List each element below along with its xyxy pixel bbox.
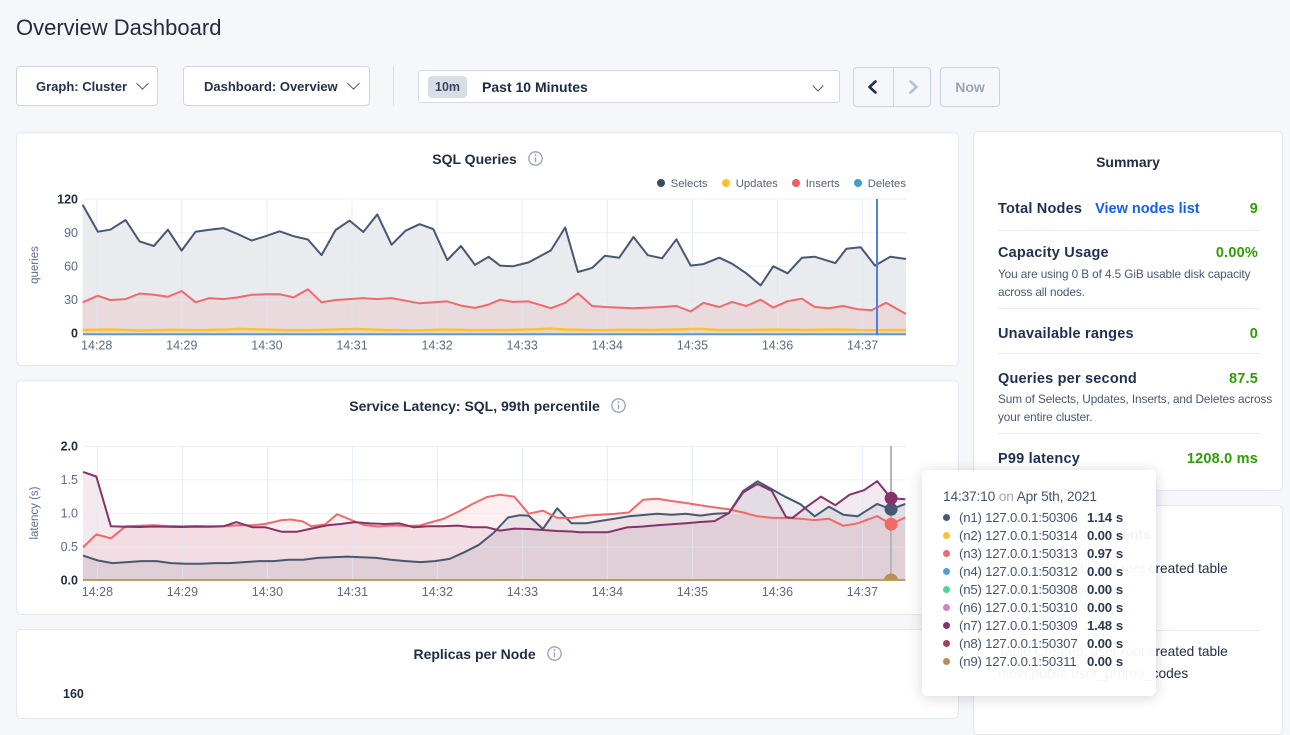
svg-text:14:37: 14:37 [847, 585, 878, 599]
svg-text:14:32: 14:32 [422, 585, 453, 599]
svg-text:60: 60 [64, 259, 78, 273]
svg-text:14:32: 14:32 [421, 339, 452, 353]
svg-text:14:31: 14:31 [336, 339, 367, 353]
svg-text:0.5: 0.5 [61, 540, 78, 554]
svg-text:14:36: 14:36 [762, 585, 793, 599]
svg-text:14:28: 14:28 [81, 339, 112, 353]
svg-text:14:34: 14:34 [592, 339, 623, 353]
svg-text:14:30: 14:30 [252, 585, 283, 599]
svg-text:14:35: 14:35 [677, 339, 708, 353]
svg-text:14:29: 14:29 [166, 339, 197, 353]
svg-text:14:34: 14:34 [592, 585, 623, 599]
svg-text:2.0: 2.0 [61, 440, 78, 454]
svg-text:14:29: 14:29 [167, 585, 198, 599]
svg-text:14:37: 14:37 [847, 339, 878, 353]
svg-text:0.0: 0.0 [61, 574, 78, 588]
svg-text:latency (s): latency (s) [29, 486, 41, 539]
svg-text:queries: queries [29, 246, 41, 284]
svg-text:1.5: 1.5 [61, 473, 78, 487]
svg-text:120: 120 [57, 193, 78, 207]
svg-text:14:35: 14:35 [677, 585, 708, 599]
svg-text:14:36: 14:36 [762, 339, 793, 353]
svg-text:0: 0 [71, 327, 78, 341]
svg-text:1.0: 1.0 [61, 507, 78, 521]
svg-text:14:33: 14:33 [507, 585, 538, 599]
svg-text:90: 90 [64, 226, 78, 240]
svg-text:14:31: 14:31 [337, 585, 368, 599]
svg-text:14:30: 14:30 [251, 339, 282, 353]
svg-text:14:33: 14:33 [507, 339, 538, 353]
svg-text:30: 30 [64, 293, 78, 307]
svg-text:14:28: 14:28 [82, 585, 113, 599]
